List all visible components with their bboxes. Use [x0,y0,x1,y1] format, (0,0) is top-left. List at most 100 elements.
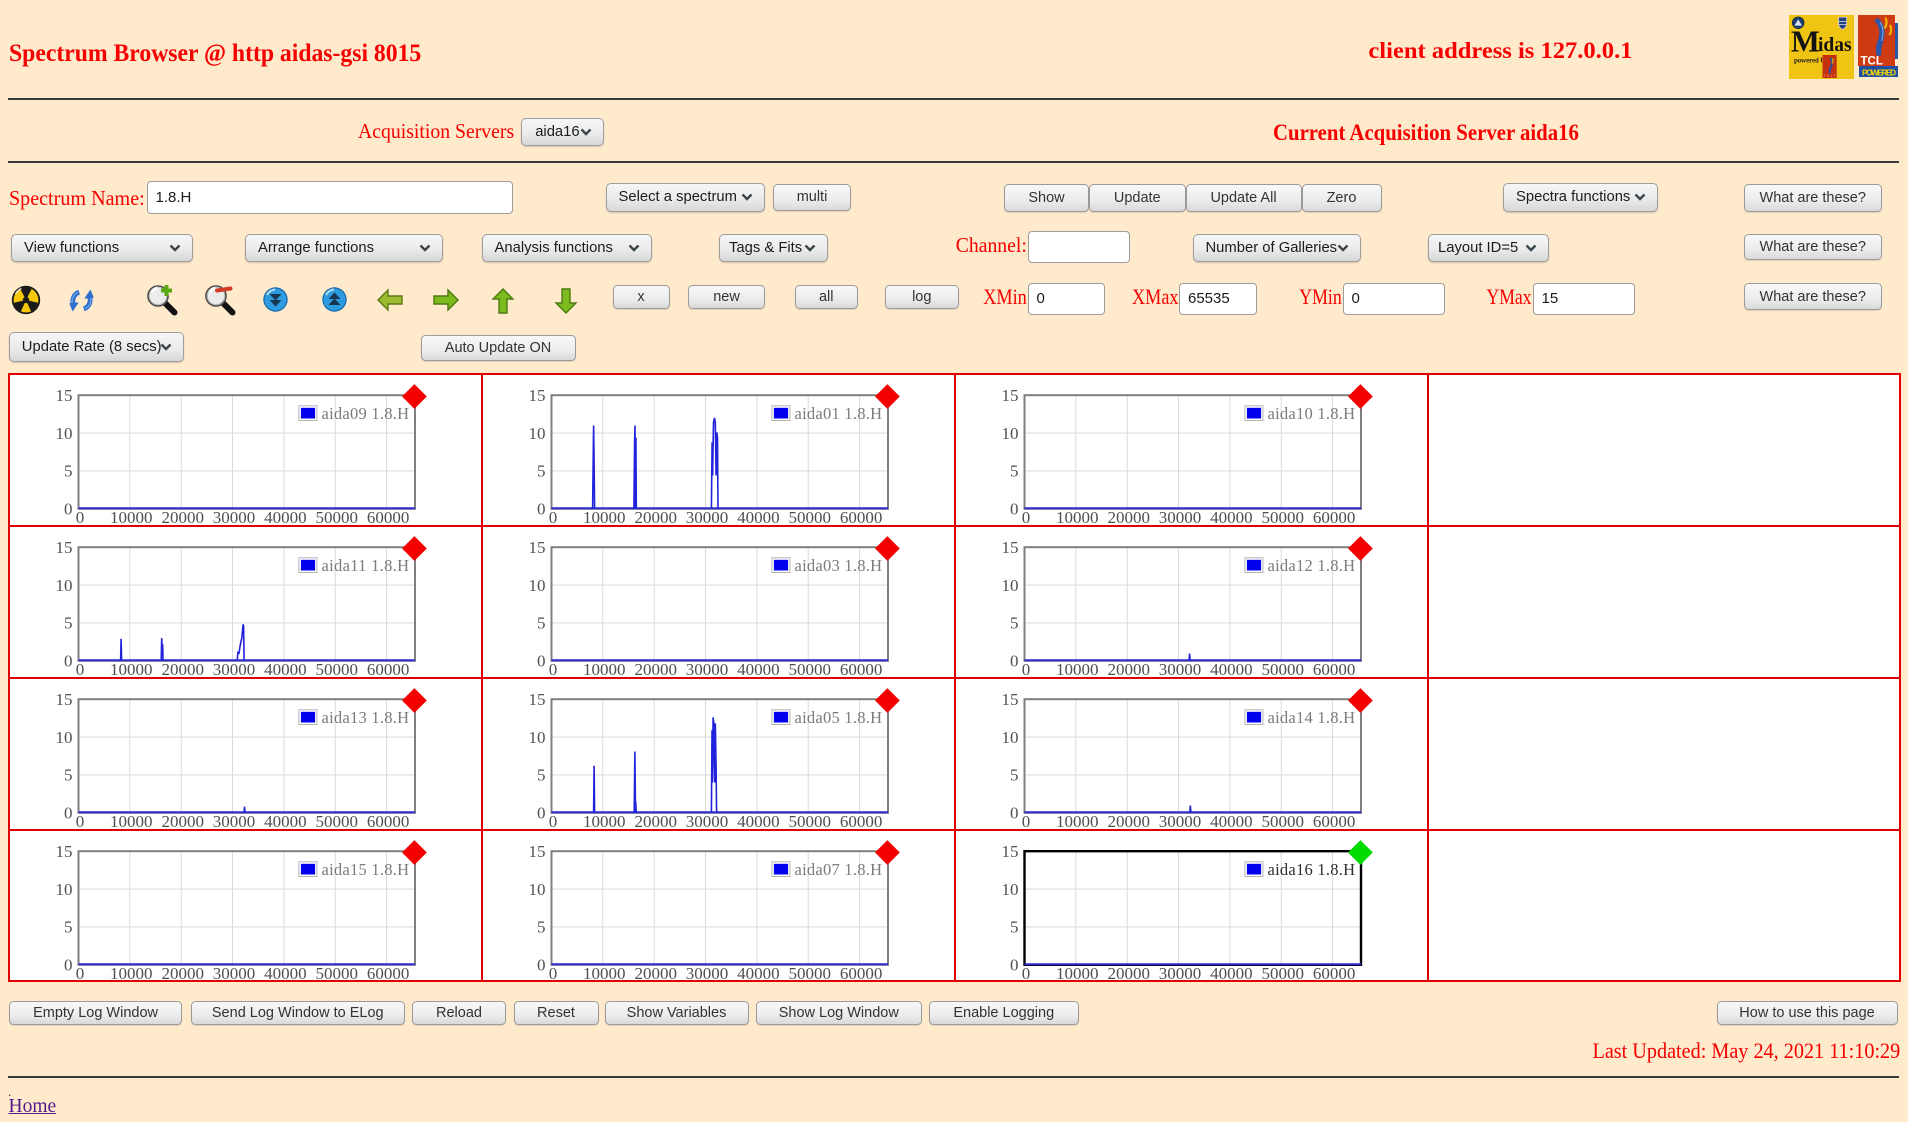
svg-text:aida12 1.8.H: aida12 1.8.H [1267,556,1355,575]
svg-text:60000: 60000 [1312,660,1355,678]
svg-text:60000: 60000 [1312,508,1355,526]
svg-text:0: 0 [1010,955,1019,974]
svg-text:60000: 60000 [367,964,410,982]
svg-text:10000: 10000 [110,812,153,830]
svg-text:0: 0 [548,812,557,830]
svg-text:POWERED: POWERED [1862,69,1896,78]
svg-text:0: 0 [548,508,557,526]
svg-text:40000: 40000 [264,660,307,678]
svg-text:0: 0 [64,652,73,671]
svg-text:20000: 20000 [161,812,204,830]
svg-text:30000: 30000 [1158,964,1201,982]
svg-text:50000: 50000 [315,964,358,982]
svg-text:60000: 60000 [839,508,882,526]
svg-text:10000: 10000 [110,508,153,526]
svg-text:10: 10 [528,727,545,746]
svg-text:60000: 60000 [839,660,882,678]
svg-text:0: 0 [537,803,546,822]
svg-text:0: 0 [76,508,85,526]
svg-text:60000: 60000 [839,964,882,982]
svg-text:20000: 20000 [634,508,677,526]
svg-text:30000: 30000 [1158,660,1201,678]
svg-text:10: 10 [528,879,545,898]
svg-text:20000: 20000 [634,660,677,678]
svg-text:20000: 20000 [1107,812,1150,830]
svg-text:40000: 40000 [1210,508,1253,526]
svg-text:50000: 50000 [788,660,831,678]
svg-text:15: 15 [528,385,545,404]
svg-text:0: 0 [64,955,73,974]
svg-text:TCL: TCL [1861,56,1883,68]
svg-text:30000: 30000 [1158,508,1201,526]
svg-text:30000: 30000 [213,812,256,830]
svg-text:15: 15 [1001,538,1018,557]
svg-text:50000: 50000 [315,660,358,678]
svg-text:40000: 40000 [264,508,307,526]
svg-text:40000: 40000 [737,812,780,830]
svg-text:10: 10 [56,576,73,595]
svg-text:aida15 1.8.H: aida15 1.8.H [322,859,410,878]
svg-text:5: 5 [537,765,546,784]
svg-text:5: 5 [1010,765,1019,784]
svg-text:aida05 1.8.H: aida05 1.8.H [794,707,882,726]
svg-text:10000: 10000 [110,660,153,678]
svg-text:aida07 1.8.H: aida07 1.8.H [794,859,882,878]
svg-text:10000: 10000 [1056,508,1099,526]
svg-text:50000: 50000 [1261,508,1304,526]
svg-text:60000: 60000 [1312,812,1355,830]
svg-text:30000: 30000 [213,964,256,982]
svg-text:10: 10 [56,727,73,746]
svg-text:30000: 30000 [1158,812,1201,830]
svg-text:0: 0 [1021,660,1030,678]
svg-text:0: 0 [1010,803,1019,822]
svg-text:0: 0 [537,955,546,974]
svg-text:30000: 30000 [685,964,728,982]
svg-text:5: 5 [64,614,73,633]
svg-text:15: 15 [56,385,73,404]
svg-text:10: 10 [1001,879,1018,898]
svg-text:40000: 40000 [1210,812,1253,830]
svg-text:10: 10 [56,879,73,898]
svg-text:40000: 40000 [1210,964,1253,982]
svg-text:50000: 50000 [788,812,831,830]
svg-text:5: 5 [1010,614,1019,633]
svg-text:15: 15 [56,689,73,708]
svg-text:40000: 40000 [264,812,307,830]
svg-text:10000: 10000 [583,508,626,526]
svg-text:0: 0 [64,499,73,518]
svg-text:15: 15 [1001,385,1018,404]
svg-text:20000: 20000 [1107,964,1150,982]
svg-text:30000: 30000 [213,508,256,526]
svg-text:50000: 50000 [315,508,358,526]
svg-text:10: 10 [1001,576,1018,595]
svg-text:aida14 1.8.H: aida14 1.8.H [1267,707,1355,726]
svg-text:idas: idas [1818,35,1852,56]
svg-text:aida09 1.8.H: aida09 1.8.H [322,403,410,422]
svg-text:15: 15 [528,841,545,860]
svg-text:5: 5 [64,461,73,480]
svg-text:aida01 1.8.H: aida01 1.8.H [794,403,882,422]
svg-text:15: 15 [56,841,73,860]
svg-text:40000: 40000 [737,508,780,526]
svg-text:10000: 10000 [1056,660,1099,678]
svg-text:40000: 40000 [1210,660,1253,678]
svg-text:60000: 60000 [839,812,882,830]
svg-text:40000: 40000 [264,964,307,982]
svg-text:aida03 1.8.H: aida03 1.8.H [794,556,882,575]
svg-text:0: 0 [1021,812,1030,830]
svg-text:5: 5 [537,461,546,480]
svg-text:30000: 30000 [685,508,728,526]
svg-text:40000: 40000 [737,660,780,678]
svg-text:M: M [1791,25,1820,59]
svg-text:0: 0 [537,499,546,518]
svg-text:aida16 1.8.H: aida16 1.8.H [1267,859,1355,878]
svg-text:15: 15 [56,538,73,557]
svg-text:50000: 50000 [315,812,358,830]
svg-text:50000: 50000 [788,964,831,982]
svg-text:50000: 50000 [1261,812,1304,830]
svg-text:20000: 20000 [634,964,677,982]
svg-text:10: 10 [528,423,545,442]
svg-text:T C L T K: T C L T K [1824,74,1840,78]
svg-text:20000: 20000 [161,660,204,678]
svg-text:0: 0 [548,660,557,678]
